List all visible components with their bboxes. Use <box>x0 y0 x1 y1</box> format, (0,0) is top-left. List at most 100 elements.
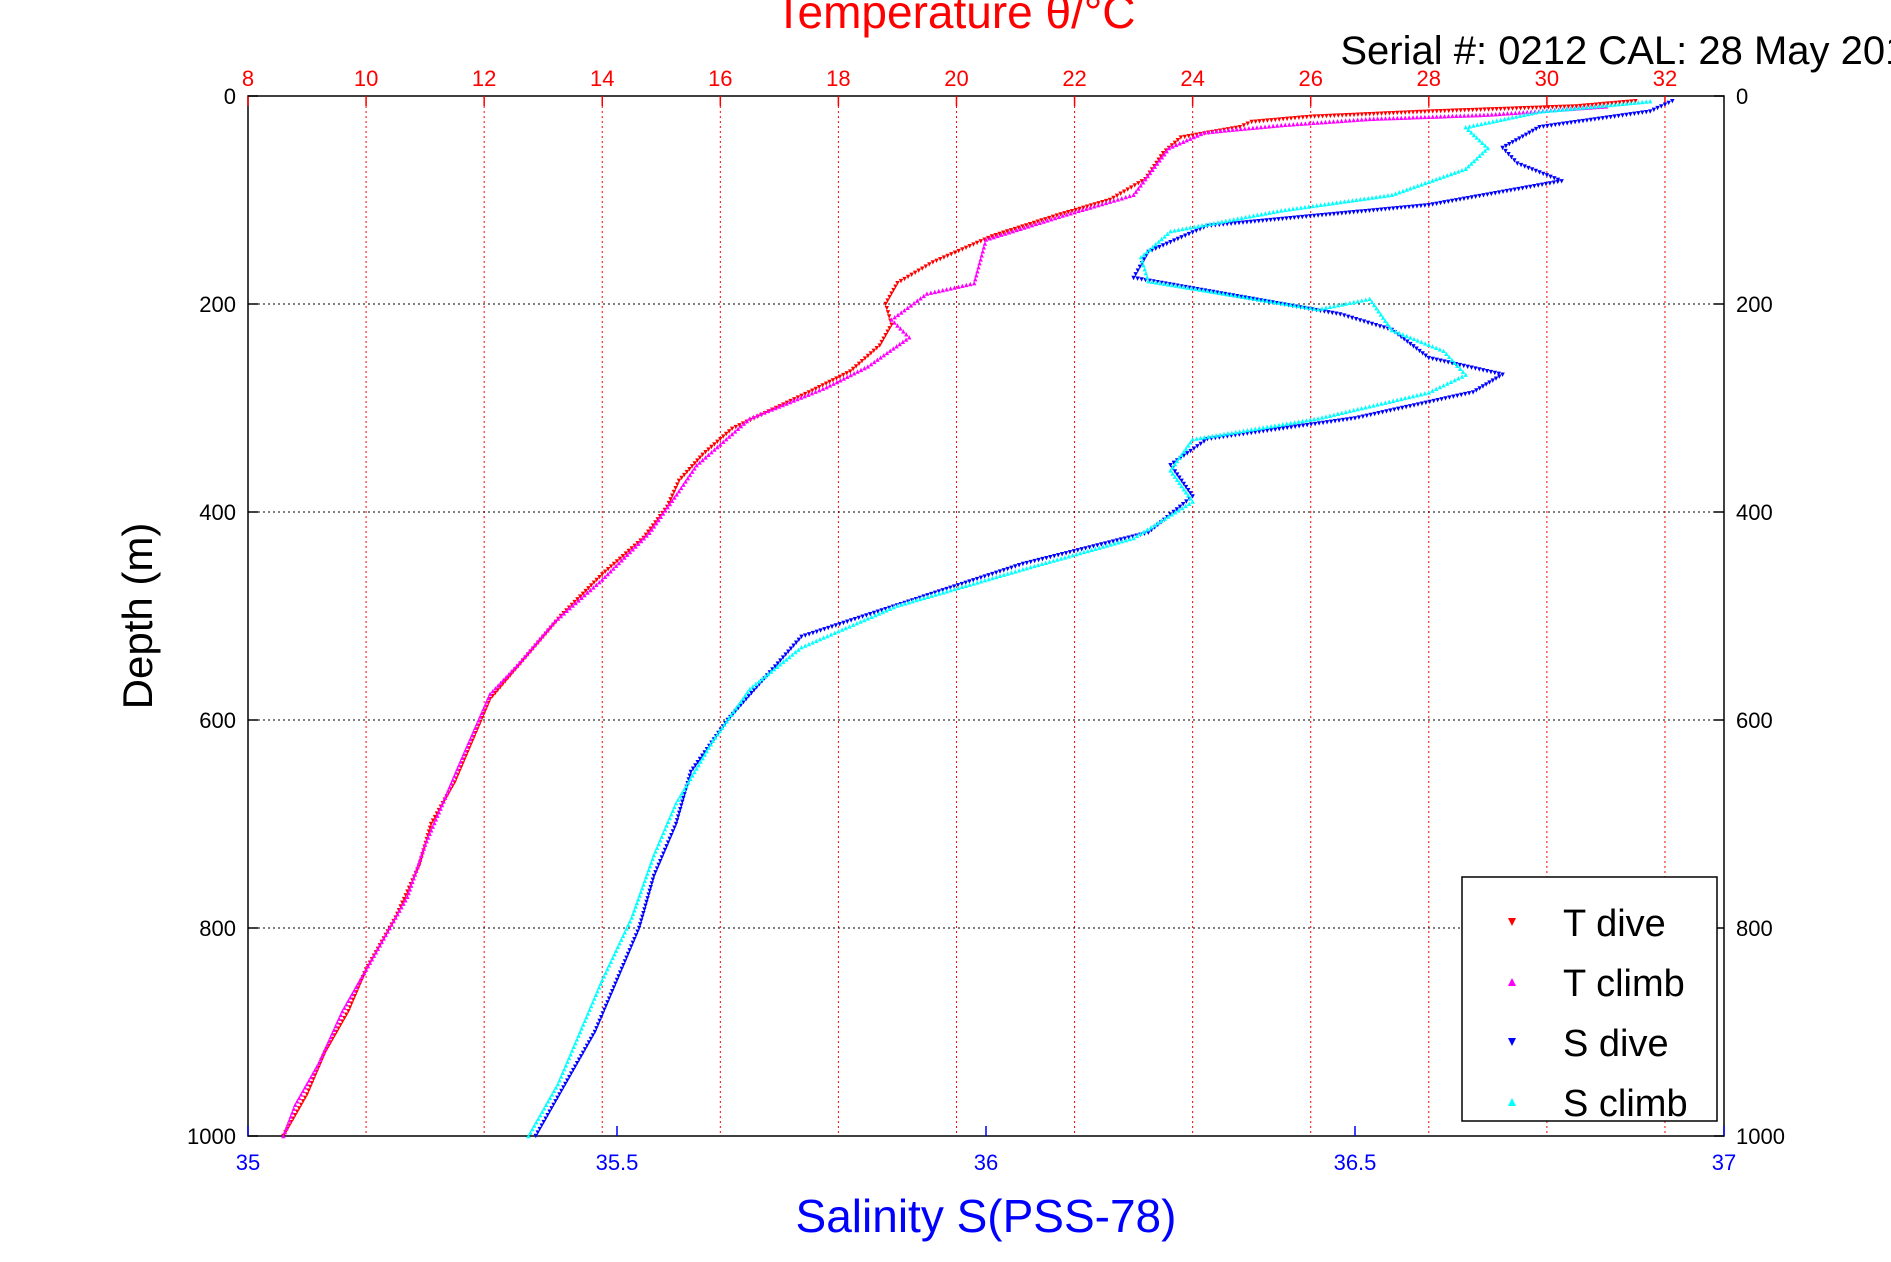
data-point <box>1482 107 1487 112</box>
data-point <box>1237 432 1242 437</box>
data-point <box>1319 306 1325 311</box>
data-point <box>331 1027 337 1032</box>
data-point <box>1331 119 1336 124</box>
data-point <box>814 629 819 634</box>
data-point <box>338 1012 343 1018</box>
data-point <box>1343 113 1349 118</box>
data-point <box>1414 392 1420 398</box>
data-point <box>885 298 890 303</box>
data-point <box>614 559 620 564</box>
data-point <box>830 378 836 383</box>
data-point <box>978 239 984 244</box>
data-point <box>1215 220 1221 225</box>
data-point <box>1397 330 1402 336</box>
data-point <box>535 639 540 645</box>
data-point <box>843 625 848 631</box>
data-point <box>1373 323 1379 328</box>
data-point <box>466 740 471 746</box>
data-point <box>1378 312 1384 317</box>
data-point <box>300 1088 306 1094</box>
data-point <box>1168 240 1173 245</box>
data-point <box>654 866 660 871</box>
data-point <box>1067 550 1073 555</box>
data-point <box>1540 171 1546 177</box>
data-point <box>1406 115 1412 120</box>
data-point <box>296 1095 302 1101</box>
data-point <box>1355 117 1360 122</box>
data-point <box>1322 202 1327 207</box>
data-point <box>911 300 917 306</box>
data-point <box>590 1000 595 1005</box>
data-point <box>573 600 578 606</box>
data-point <box>784 657 789 662</box>
data-point <box>1383 116 1388 121</box>
data-point <box>1179 478 1184 483</box>
data-point <box>680 799 685 804</box>
data-point <box>1389 327 1395 333</box>
data-point <box>749 691 754 696</box>
data-point <box>1562 104 1567 110</box>
data-point <box>344 1012 349 1017</box>
data-point <box>885 310 891 315</box>
data-point <box>369 957 375 962</box>
tick-label-temperature: 12 <box>472 66 496 91</box>
data-point <box>1047 559 1052 564</box>
data-point <box>724 437 729 442</box>
data-point <box>1195 223 1201 229</box>
data-point <box>706 745 712 750</box>
data-point <box>971 281 977 286</box>
data-point <box>1180 139 1186 144</box>
data-point <box>594 582 599 587</box>
data-point <box>756 679 762 684</box>
data-point <box>1144 249 1150 255</box>
data-point <box>1422 180 1428 186</box>
data-point <box>948 286 953 291</box>
data-point <box>1481 112 1487 118</box>
data-point <box>1617 100 1622 105</box>
data-point <box>1448 379 1454 384</box>
data-point <box>1134 533 1140 539</box>
data-point <box>1157 244 1162 250</box>
data-point <box>1272 217 1277 222</box>
data-point <box>1570 104 1575 109</box>
data-point <box>986 573 991 578</box>
data-point <box>1246 125 1252 131</box>
data-point <box>638 538 644 544</box>
data-point <box>1074 551 1079 557</box>
data-point <box>704 749 709 754</box>
data-point <box>1400 188 1406 194</box>
data-point <box>1514 106 1519 111</box>
data-point <box>1300 418 1305 424</box>
data-point <box>1127 536 1132 542</box>
data-point <box>1315 416 1321 421</box>
data-point <box>792 397 797 402</box>
data-point <box>1028 559 1033 565</box>
data-point <box>1399 115 1404 120</box>
data-point <box>651 873 657 879</box>
data-point <box>627 919 633 924</box>
data-point <box>1035 562 1041 568</box>
data-point <box>1152 522 1157 528</box>
data-point <box>647 888 652 894</box>
data-point <box>1363 208 1368 214</box>
data-point <box>881 353 887 358</box>
data-point <box>833 623 839 628</box>
data-point <box>1455 363 1460 368</box>
data-point <box>1564 106 1570 112</box>
data-point <box>662 827 668 832</box>
data-point <box>669 498 675 503</box>
data-point <box>806 641 812 647</box>
data-point <box>1368 412 1373 418</box>
data-point <box>825 633 830 639</box>
data-point <box>512 666 517 671</box>
data-point <box>1238 126 1244 132</box>
data-point <box>677 794 683 799</box>
data-point <box>1551 180 1557 185</box>
data-point <box>1407 404 1413 409</box>
data-point <box>557 1092 562 1097</box>
data-point <box>1343 409 1348 415</box>
data-point <box>1026 224 1031 229</box>
data-point <box>1391 398 1396 403</box>
data-point <box>817 387 822 393</box>
data-point <box>636 541 641 547</box>
